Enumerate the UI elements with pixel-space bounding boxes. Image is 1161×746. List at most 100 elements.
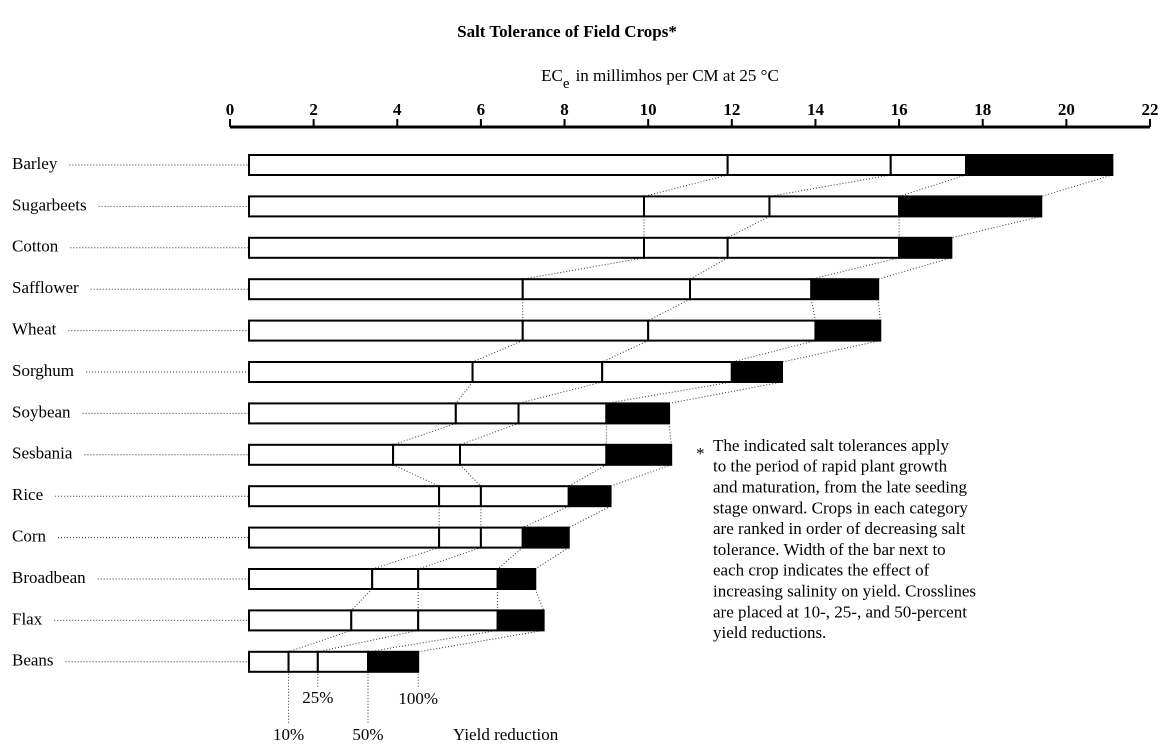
bar-segment [287, 650, 319, 673]
category-label: Wheat [12, 320, 57, 339]
connector [568, 464, 607, 487]
x-tick-label: 14 [807, 100, 825, 119]
x-tick-label: 22 [1142, 100, 1159, 119]
connector [647, 298, 691, 322]
x-tick-label: 12 [723, 100, 740, 119]
bar-segment [248, 236, 645, 259]
legend-title: Yield reduction [453, 725, 559, 744]
connector [811, 257, 900, 280]
connector [522, 505, 569, 529]
category-label: Sugarbeets [12, 195, 87, 214]
connector [518, 381, 603, 404]
footnote-line: are ranked in order of decreasing salt [713, 519, 965, 538]
bar-segment [689, 278, 813, 301]
connector [472, 340, 523, 363]
bar-segment [248, 568, 374, 590]
footnote-line: yield reductions. [713, 623, 826, 642]
category-label: Safflower [12, 278, 79, 297]
connector [769, 174, 891, 197]
bar-segment [601, 361, 733, 383]
connector [459, 464, 482, 487]
bar-segment [479, 526, 524, 549]
legend-label: 10% [273, 725, 304, 744]
bar-segment [316, 650, 369, 673]
chart-title: Salt Tolerance of Field Crops* [457, 22, 677, 41]
connector [317, 629, 419, 653]
connector [535, 547, 569, 570]
bar-segment [248, 154, 729, 176]
x-tick-label: 18 [974, 100, 991, 119]
bar-segment [438, 526, 482, 549]
bar-segment [521, 526, 570, 549]
bar-segment [643, 236, 729, 259]
bar-segment [605, 402, 671, 425]
category-label: Sorghum [12, 361, 74, 380]
connector [606, 381, 732, 404]
bar-segment [248, 361, 474, 383]
bar-segment [371, 568, 420, 590]
connector [878, 257, 952, 280]
x-tick-label: 6 [477, 100, 486, 119]
footnote-line: each crop indicates the effect of [713, 561, 930, 580]
connector [727, 215, 770, 239]
connector [610, 464, 672, 487]
category-label: Sesbania [12, 444, 73, 463]
connector [455, 381, 473, 404]
bar-segment [417, 568, 499, 590]
connector [568, 505, 611, 529]
footnote-mark: * [696, 444, 705, 463]
bar-segment [248, 526, 441, 549]
connector [534, 588, 545, 611]
footnote-line: to the period of rapid plant growth [713, 457, 948, 476]
bar-segment [496, 568, 537, 590]
bar-segment [726, 154, 892, 176]
connector [418, 547, 482, 570]
bar-segment [521, 278, 692, 301]
x-tick-label: 8 [560, 100, 569, 119]
category-label: Barley [12, 154, 58, 173]
footnote-line: stage onward. Crops in each category [713, 498, 968, 517]
connector [459, 422, 519, 446]
bar-segment [965, 154, 1114, 176]
x-tick-label: 2 [309, 100, 318, 119]
legend-label: 100% [398, 689, 438, 708]
x-tick-label: 20 [1058, 100, 1075, 119]
bar-segment [248, 443, 395, 466]
connector [392, 464, 440, 487]
connector [781, 340, 881, 363]
bar-segment [350, 609, 420, 632]
x-tick-label: 0 [226, 100, 235, 119]
bar-segment [605, 443, 673, 466]
connector [350, 588, 373, 611]
bar-segment [814, 319, 882, 342]
connector [951, 215, 1042, 239]
category-label: Corn [12, 527, 47, 546]
bar-segment [768, 195, 901, 218]
connector [731, 340, 816, 363]
bar-segment [726, 236, 901, 259]
connector [689, 257, 728, 280]
bar-segment [643, 195, 771, 218]
connector [668, 381, 783, 404]
connector [418, 629, 544, 653]
bar-segment [367, 650, 420, 673]
bar-segment [459, 443, 608, 466]
connector [601, 340, 649, 363]
bar-segment [810, 278, 880, 301]
connector [522, 257, 645, 280]
connector [643, 174, 728, 197]
bar-segment [248, 278, 524, 301]
bar-segment [889, 154, 968, 176]
bar-segment [517, 402, 608, 425]
category-label: Rice [12, 485, 43, 504]
bar-segment [898, 236, 953, 259]
bar-segment [248, 319, 524, 342]
connector [668, 423, 672, 445]
x-axis-label: ECe in millimhos per CM at 25 °C [541, 66, 779, 93]
bar-segment [438, 485, 482, 508]
connector [810, 299, 816, 321]
category-label: Flax [12, 609, 43, 628]
category-label: Broadbean [12, 568, 86, 587]
category-label: Cotton [12, 237, 59, 256]
footnote-line: and maturation, from the late seeding [713, 478, 967, 497]
